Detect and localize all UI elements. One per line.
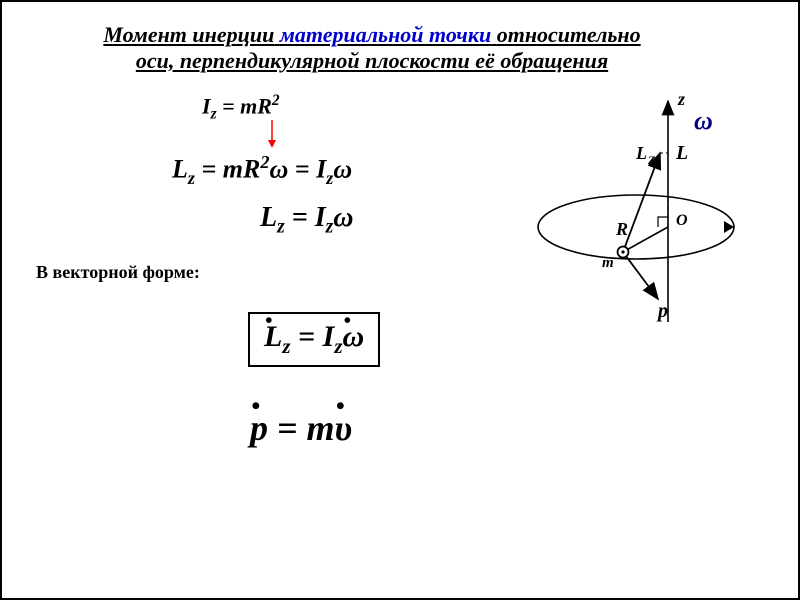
title-link: материальной точки (280, 22, 491, 47)
z-axis-label: z (677, 89, 685, 109)
f3-lhs: L (260, 202, 277, 233)
f2-lhs-sub: z (188, 168, 195, 188)
m-label: m (602, 255, 614, 271)
lz-sub-label: Z (647, 153, 656, 167)
f4-rhs-sub: z (334, 334, 342, 358)
f4-omega: ω (343, 320, 365, 354)
f4-lhs-sub: z (282, 334, 290, 358)
red-arrow-icon (265, 120, 279, 155)
equals: = (295, 155, 316, 184)
f2-mid: mR (223, 155, 261, 184)
formula-inertia: Iz = mR2 (202, 92, 280, 124)
slide-title: Момент инерции материальной точки относи… (42, 22, 702, 74)
formula-lz-short: Lz = Izω (260, 202, 354, 239)
formula-lz-vector-boxed: Lz = Izω (248, 312, 380, 367)
f1-lhs-sub: z (211, 106, 217, 123)
title-part2: относительно (497, 22, 641, 47)
title-line2: оси, перпендикулярной плоскости её обращ… (136, 48, 608, 73)
f2-omega1: ω (269, 155, 288, 184)
f2-omega2: ω (333, 155, 352, 184)
r-label: R (615, 219, 628, 239)
f5-v: υ (335, 407, 353, 449)
title-part1: Момент инерции (103, 22, 274, 47)
f2-lhs: L (172, 155, 188, 184)
equals: = (201, 155, 222, 184)
f3-lhs-sub: z (277, 217, 285, 238)
f5-lhs: p (250, 407, 268, 449)
l-label: L (675, 142, 688, 164)
f2-rhs: I (316, 155, 326, 184)
f1-rhs: mR (240, 93, 272, 118)
f5-rhs: m (307, 408, 335, 448)
p-label: p (656, 300, 668, 322)
f4-rhs: I (323, 320, 335, 353)
vf-text: В векторной форме: (36, 262, 200, 282)
f1-lhs: I (202, 93, 211, 118)
slide-root: Момент инерции материальной точки относи… (0, 0, 800, 600)
f3-omega: ω (333, 202, 353, 233)
diagram-rotation: z ω L Z L O R m p (508, 87, 768, 327)
equals: = (222, 93, 240, 118)
f1-sup: 2 (272, 92, 280, 109)
equals: = (298, 320, 323, 353)
equals: = (277, 408, 307, 448)
f4-lhs: L (264, 320, 282, 354)
formula-lz-expand: Lz = mR2ω = Izω (172, 152, 352, 189)
formula-momentum: p = mυ (250, 407, 352, 449)
vector-form-label: В векторной форме: (36, 262, 200, 283)
o-label: O (676, 212, 688, 229)
lz-label: L (635, 143, 647, 163)
omega-label: ω (694, 106, 713, 135)
equals: = (292, 202, 315, 233)
box: Lz = Izω (248, 312, 380, 367)
f3-rhs: I (315, 202, 326, 233)
